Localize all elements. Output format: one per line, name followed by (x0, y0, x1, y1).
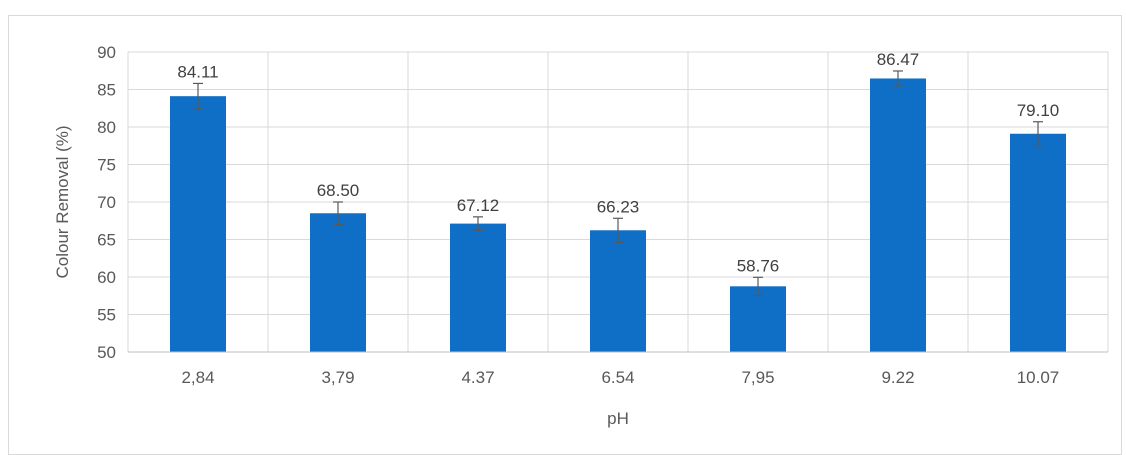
grid-lines (127, 51, 1109, 352)
data-label: 67.12 (457, 196, 500, 215)
x-tick-label: 2,84 (181, 368, 214, 387)
y-tick-label: 60 (97, 268, 116, 287)
bar (450, 223, 506, 352)
x-tick-label: 3,79 (321, 368, 354, 387)
y-tick-label: 65 (97, 231, 116, 250)
y-tick-label: 90 (97, 43, 116, 62)
data-label: 79.10 (1017, 101, 1060, 120)
y-axis-ticks: 50 55 60 65 70 75 80 85 90 (97, 43, 116, 362)
bar (1010, 133, 1066, 352)
x-tick-label: 10.07 (1017, 368, 1060, 387)
y-tick-label: 80 (97, 118, 116, 137)
data-label: 68.50 (317, 181, 360, 200)
data-label: 66.23 (597, 197, 640, 216)
bar (310, 213, 366, 352)
x-tick-label: 7,95 (741, 368, 774, 387)
y-tick-label: 85 (97, 81, 116, 100)
y-tick-label: 50 (97, 343, 116, 362)
data-label: 86.47 (877, 50, 920, 69)
x-axis-title: pH (607, 409, 629, 428)
x-tick-label: 9.22 (881, 368, 914, 387)
y-axis-title: Colour Removal (%) (53, 125, 72, 278)
x-axis-ticks: 2,84 3,79 4.37 6.54 7,95 9.22 10.07 (181, 368, 1059, 387)
y-tick-label: 75 (97, 156, 116, 175)
bar (590, 230, 646, 352)
x-tick-label: 4.37 (461, 368, 494, 387)
y-tick-label: 55 (97, 306, 116, 325)
y-tick-label: 70 (97, 193, 116, 212)
error-bars (193, 70, 1043, 296)
data-labels: 84.11 68.50 67.12 66.23 58.76 86.47 79.10 (177, 50, 1059, 275)
data-label: 58.76 (737, 256, 780, 275)
bar (870, 78, 926, 352)
bar (170, 96, 226, 352)
data-label: 84.11 (177, 62, 218, 81)
bar (730, 286, 786, 352)
bars (170, 78, 1066, 352)
x-tick-label: 6.54 (601, 368, 634, 387)
